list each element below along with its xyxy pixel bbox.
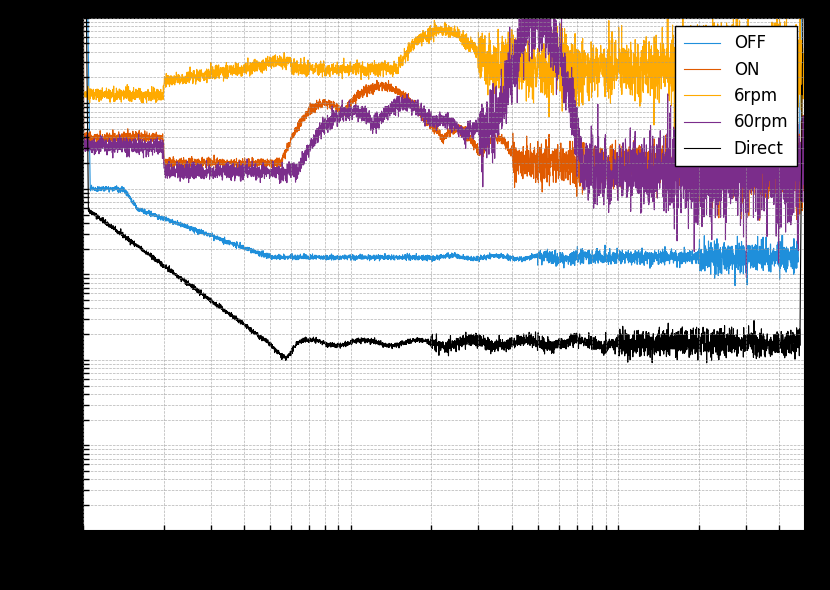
OFF bbox=[387, 253, 397, 260]
60rpm bbox=[742, 168, 752, 175]
Line: OFF: OFF bbox=[83, 0, 805, 286]
ON bbox=[387, 88, 397, 95]
6rpm bbox=[720, 145, 730, 152]
6rpm bbox=[387, 63, 397, 70]
Direct bbox=[778, 337, 788, 345]
ON bbox=[696, 222, 706, 229]
ON bbox=[778, 165, 788, 172]
Line: Direct: Direct bbox=[83, 0, 805, 363]
OFF bbox=[742, 259, 752, 266]
6rpm bbox=[742, 83, 752, 90]
60rpm bbox=[778, 146, 788, 153]
60rpm bbox=[381, 107, 391, 114]
Direct bbox=[387, 345, 397, 352]
Direct bbox=[421, 337, 431, 344]
Legend: OFF, ON, 6rpm, 60rpm, Direct: OFF, ON, 6rpm, 60rpm, Direct bbox=[676, 26, 797, 166]
Line: ON: ON bbox=[83, 0, 805, 225]
ON bbox=[381, 84, 391, 91]
6rpm bbox=[381, 71, 391, 78]
OFF bbox=[381, 255, 391, 262]
Direct bbox=[742, 331, 752, 338]
ON bbox=[603, 177, 613, 184]
6rpm bbox=[778, 68, 788, 76]
OFF bbox=[730, 282, 740, 289]
6rpm bbox=[603, 48, 613, 55]
Direct bbox=[603, 340, 613, 347]
OFF bbox=[603, 253, 613, 260]
OFF bbox=[778, 251, 788, 258]
Line: 60rpm: 60rpm bbox=[83, 0, 805, 277]
ON bbox=[742, 181, 752, 188]
60rpm bbox=[741, 274, 751, 281]
OFF bbox=[421, 254, 431, 261]
Line: 6rpm: 6rpm bbox=[83, 0, 805, 148]
60rpm bbox=[603, 179, 613, 186]
6rpm bbox=[421, 32, 431, 39]
60rpm bbox=[387, 99, 397, 106]
Direct bbox=[381, 342, 391, 349]
ON bbox=[421, 116, 431, 123]
60rpm bbox=[421, 114, 431, 121]
Direct bbox=[701, 359, 711, 366]
